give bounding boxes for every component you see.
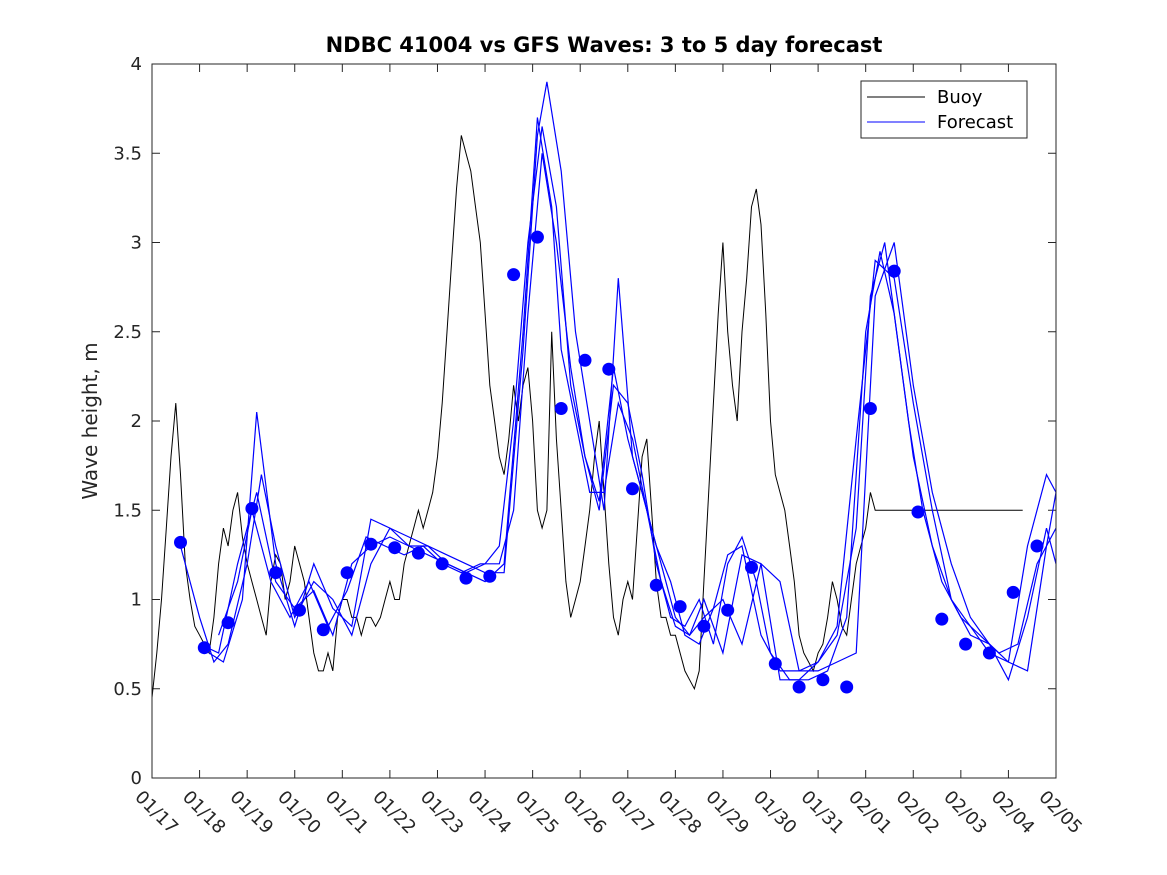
forecast-point: [530, 230, 544, 244]
legend-box: [860, 80, 1028, 139]
forecast-point: [911, 505, 925, 519]
forecast-point: [483, 569, 497, 583]
forecast-point: [554, 402, 568, 415]
forecast-point: [863, 402, 877, 415]
y-tick-label: 2: [131, 411, 142, 432]
forecast-line: [199, 126, 1057, 681]
y-tick-label: 0: [131, 768, 142, 789]
y-tick-label: 4: [131, 54, 142, 75]
forecast-point: [293, 603, 306, 617]
buoy-line: [151, 135, 1023, 698]
forecast-point: [935, 612, 949, 626]
legend-buoy-label: Buoy: [937, 87, 983, 108]
forecast-line: [179, 117, 1057, 672]
legend-forecast-label: Forecast: [937, 112, 1013, 133]
forecast-point: [959, 637, 973, 651]
forecast-line: [208, 81, 1057, 682]
y-tick-label: 3: [131, 233, 142, 254]
forecast-point: [840, 680, 854, 694]
forecast-point: [340, 566, 354, 580]
forecast-point: [792, 680, 806, 694]
y-tick-label: 1: [131, 590, 142, 611]
forecast-point: [982, 646, 996, 660]
y-axis-label: Wave height, m: [78, 342, 102, 499]
forecast-point: [1006, 585, 1020, 599]
plot-area: [152, 64, 1056, 778]
forecast-point: [649, 578, 663, 592]
y-tick-label: 0.5: [113, 679, 142, 700]
forecast-point: [316, 623, 330, 637]
forecast-point: [364, 537, 378, 551]
forecast-point: [435, 557, 449, 571]
forecast-point: [245, 502, 259, 515]
forecast-point: [1030, 539, 1044, 553]
forecast-point: [697, 619, 711, 633]
forecast-point: [174, 535, 187, 549]
forecast-point: [411, 546, 425, 560]
forecast-point: [578, 353, 592, 367]
forecast-point: [673, 600, 687, 614]
forecast-point: [721, 603, 735, 617]
plot-frame: [151, 63, 1057, 779]
forecast-point: [602, 362, 616, 376]
chart-title: NDBC 41004 vs GFS Waves: 3 to 5 day fore…: [326, 33, 883, 57]
y-tick-label: 1.5: [113, 500, 142, 521]
forecast-point: [459, 571, 473, 585]
y-tick-labels: 0 0.5 1 1.5 2 2.5 3 3.5 4: [113, 54, 142, 789]
forecast-point: [388, 541, 402, 555]
forecast-point: [887, 264, 901, 278]
forecast-point: [507, 268, 521, 282]
forecast-points: [174, 230, 1044, 694]
y-tick-label: 2.5: [113, 322, 142, 343]
forecast-point: [816, 673, 830, 687]
buoy-series: [151, 135, 1023, 698]
forecast-point: [197, 641, 211, 655]
forecast-point: [745, 560, 758, 574]
forecast-point: [626, 482, 639, 496]
y-tick-label: 3.5: [113, 143, 142, 164]
forecast-point: [269, 566, 283, 580]
forecast-point: [768, 657, 782, 671]
forecast-point: [221, 616, 235, 630]
legend: Buoy Forecast: [860, 80, 1028, 139]
